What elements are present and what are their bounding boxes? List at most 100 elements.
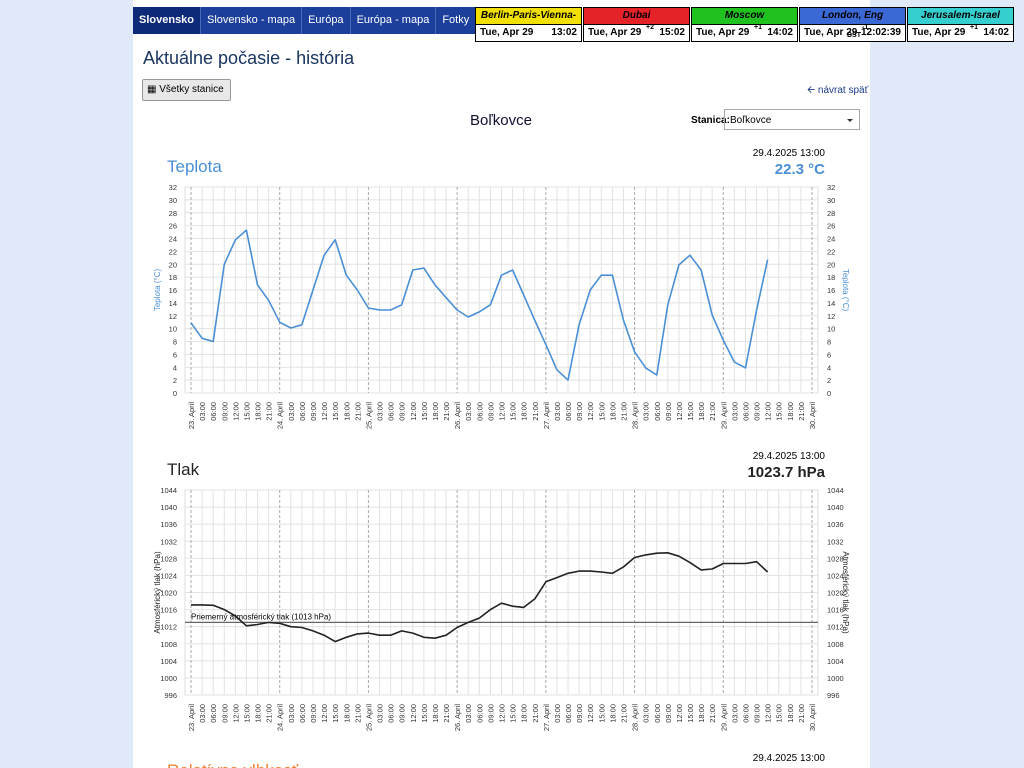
x-tick-label: 25. April (364, 704, 373, 731)
clock-offset: +1 (754, 24, 762, 31)
back-link[interactable]: 🡨 návrat späť (807, 85, 869, 96)
station-label: Stanica: (691, 115, 730, 126)
x-tick-label: 06:00 (741, 704, 750, 723)
clock-row: Tue, Apr 29 +1 14:02 (692, 24, 797, 41)
x-tick-label: 21:00 (353, 704, 362, 723)
nav-tab[interactable]: Slovensko (133, 7, 202, 34)
x-tick-label: 21:00 (442, 704, 451, 723)
chart-current: 22.3 °C (775, 161, 825, 178)
next-chart-title: Relatívna vlhkosť (167, 761, 299, 768)
data-line (191, 552, 769, 643)
x-tick-label: 09:00 (486, 704, 495, 723)
y-tick-label: 22 (169, 247, 177, 256)
y2-tick-label: 1012 (827, 623, 844, 632)
y-tick-label: 1032 (160, 537, 177, 546)
x-tick-label: 12:00 (320, 402, 329, 421)
x-tick-label: 03:00 (553, 704, 562, 723)
y-tick-label: 8 (173, 338, 177, 347)
x-tick-label: 18:00 (786, 402, 795, 421)
y-tick-label: 1036 (160, 520, 177, 529)
y2-tick-label: 1024 (827, 571, 844, 580)
x-tick-label: 09:00 (575, 402, 584, 421)
x-tick-label: 06:00 (653, 704, 662, 723)
nav-tab[interactable]: Európa (302, 7, 351, 34)
x-tick-label: 09:00 (575, 704, 584, 723)
x-tick-label: 24. April (276, 402, 285, 429)
x-tick-label: 21:00 (708, 704, 717, 723)
x-tick-label: 12:00 (675, 402, 684, 421)
y-tick-label: 1016 (160, 606, 177, 615)
clock: Moscow Tue, Apr 29 +1 14:02 (691, 7, 798, 42)
x-tick-label: 21:00 (797, 704, 806, 723)
chart-current: 1023.7 hPa (747, 464, 825, 481)
y-tick-label: 4 (173, 363, 177, 372)
x-tick-label: 09:00 (309, 704, 318, 723)
clock-date: Tue, Apr 29 (588, 27, 642, 38)
button-label: Všetky stanice (159, 84, 224, 95)
chart-timestamp: 29.4.2025 13:00 (753, 148, 826, 159)
y2-tick-label: 8 (827, 338, 831, 347)
x-tick-label: 18:00 (608, 704, 617, 723)
x-tick-label: 09:00 (309, 402, 318, 421)
y-tick-label: 20 (169, 260, 177, 269)
clock-row: Tue, Apr 29 +2 15:02 (584, 24, 689, 41)
y2-axis-title: Teplota (°C) (841, 269, 850, 312)
x-tick-label: 21:00 (619, 704, 628, 723)
y2-tick-label: 0 (827, 389, 831, 398)
x-tick-label: 06:00 (209, 402, 218, 421)
nav-bar: Slovensko Slovensko - mapa Európa Európa - … (133, 7, 520, 34)
y2-tick-label: 1036 (827, 520, 844, 529)
nav-tab[interactable]: Európa - mapa (351, 7, 437, 34)
clock-row: Tue, Apr 29 +1 14:02 (908, 24, 1013, 41)
y2-tick-label: 18 (827, 273, 835, 282)
clock-city: Moscow (692, 8, 797, 25)
next-chart-timestamp: 29.4.2025 13:00 (753, 753, 826, 764)
y2-tick-label: 10 (827, 325, 835, 334)
x-tick-label: 09:00 (220, 402, 229, 421)
clock-date: Tue, Apr 29 (912, 27, 966, 38)
y2-tick-label: 4 (827, 363, 831, 372)
y-tick-label: 0 (173, 389, 177, 398)
x-tick-label: 18:00 (608, 402, 617, 421)
y-tick-label: 16 (169, 286, 177, 295)
y-tick-label: 1024 (160, 571, 177, 580)
y-tick-label: 14 (169, 299, 177, 308)
x-tick-label: 27. April (542, 704, 551, 731)
y-tick-label: 1044 (160, 486, 177, 495)
y-tick-label: 32 (169, 183, 177, 192)
clock-row: Tue, Apr 29 -1 DST 12:02:39 (800, 24, 905, 41)
x-tick-label: 18:00 (697, 402, 706, 421)
x-tick-label: 15:00 (597, 704, 606, 723)
y2-tick-label: 996 (827, 691, 840, 700)
y-axis-title: Atmosférický tlak (hPa) (153, 551, 162, 634)
x-tick-label: 26. April (453, 402, 462, 429)
y-tick-label: 1012 (160, 623, 177, 632)
x-tick-label: 15:00 (686, 704, 695, 723)
x-tick-label: 18:00 (697, 704, 706, 723)
all-stations-button[interactable]: ▦ Všetky stanice (142, 79, 231, 101)
x-tick-label: 15:00 (420, 704, 429, 723)
clock-date: Tue, Apr 29 (480, 27, 534, 38)
x-tick-label: 15:00 (775, 402, 784, 421)
x-tick-label: 03:00 (464, 704, 473, 723)
clock-time: 15:02 (659, 27, 685, 38)
y-tick-label: 1040 (160, 503, 177, 512)
clock: London, Eng Tue, Apr 29 -1 DST 12:02:39 (799, 7, 906, 42)
x-tick-label: 06:00 (741, 402, 750, 421)
x-tick-label: 29. April (719, 704, 728, 731)
x-tick-label: 23. April (187, 402, 196, 429)
station-select[interactable]: Boľkovce (724, 109, 860, 130)
x-tick-label: 28. April (631, 704, 640, 731)
nav-tab[interactable]: Slovensko - mapa (201, 7, 303, 34)
reference-label: Priemerný atmosférický tlak (1013 hPa) (191, 612, 331, 621)
y-tick-label: 1020 (160, 589, 177, 598)
clock-time: 12:02:39 (860, 27, 901, 38)
x-tick-label: 15:00 (420, 402, 429, 421)
x-tick-label: 29. April (719, 402, 728, 429)
x-tick-label: 21:00 (442, 402, 451, 421)
clock: Jerusalem-Israel Tue, Apr 29 +1 14:02 (907, 7, 1014, 42)
x-tick-label: 15:00 (686, 402, 695, 421)
